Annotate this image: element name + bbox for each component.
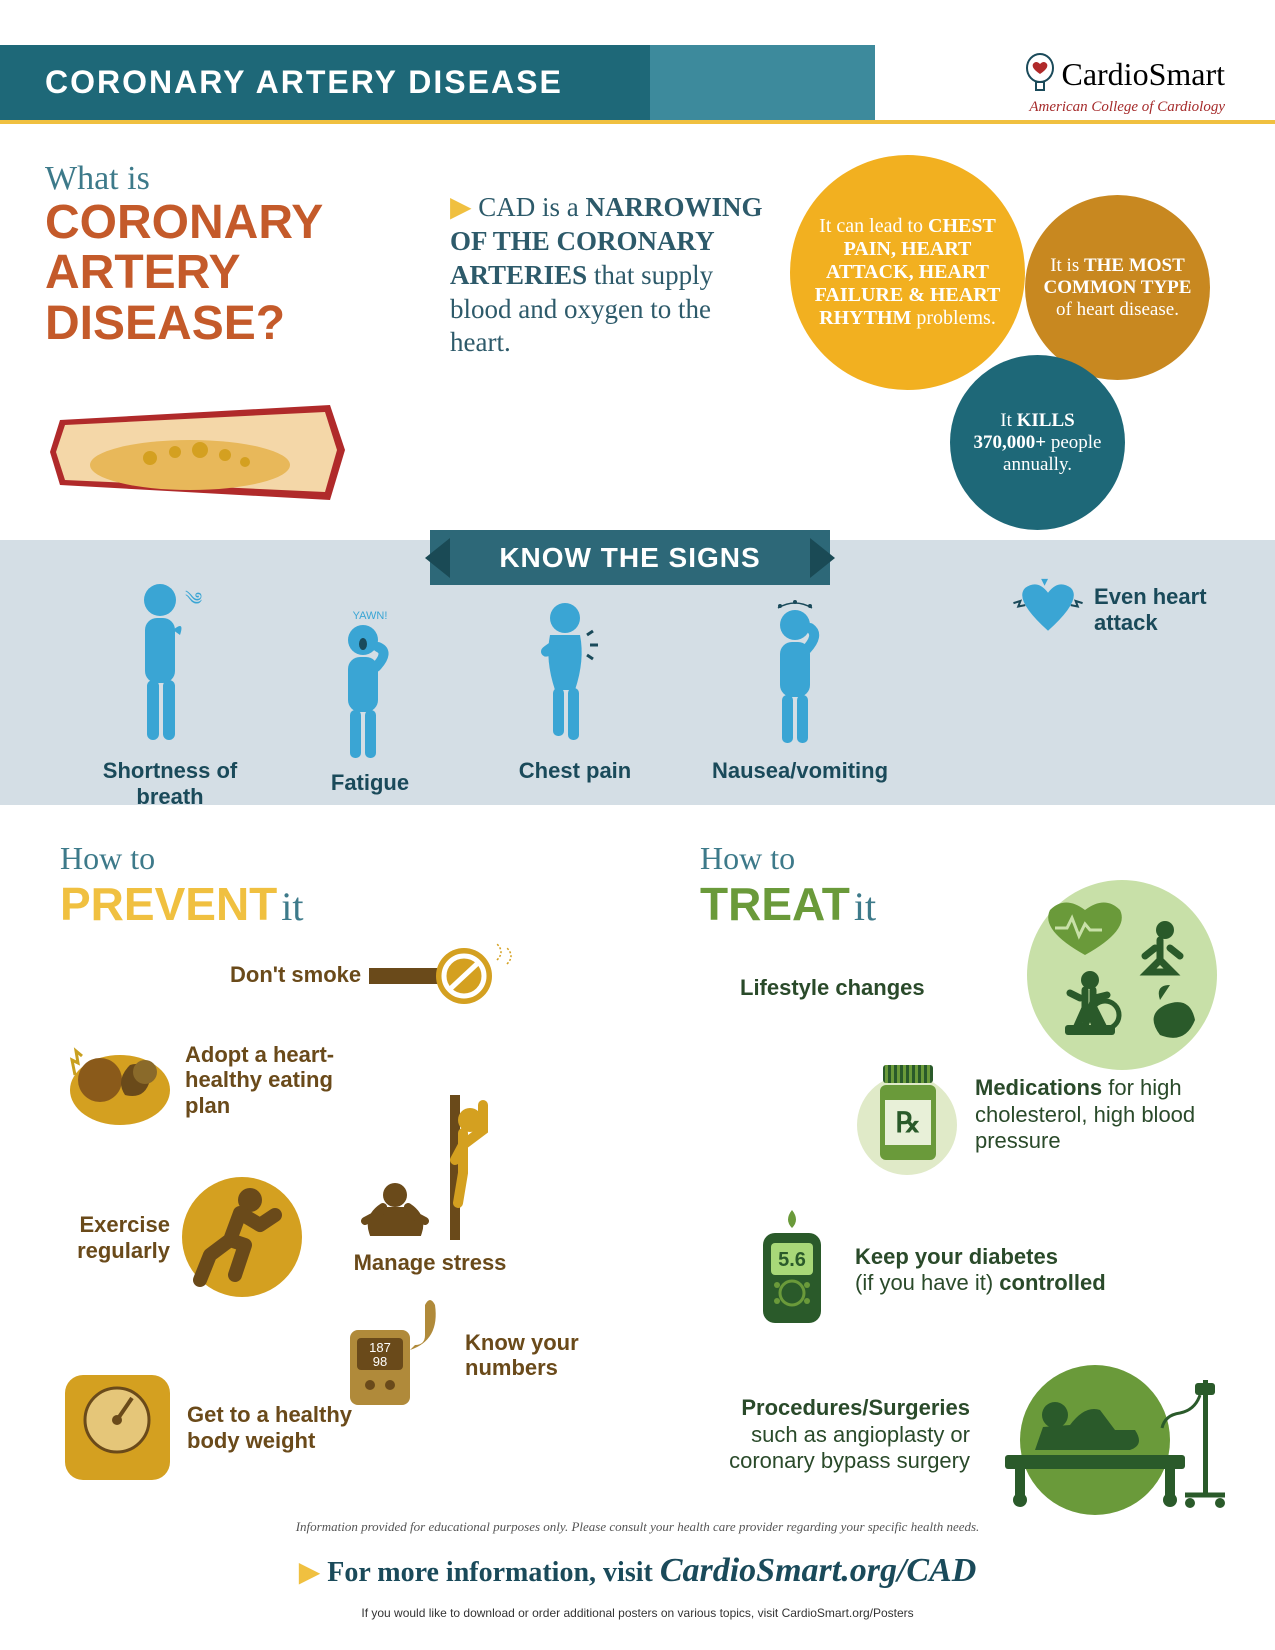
person-dizzy-icon	[750, 600, 850, 750]
fact-circle-chestpain: It can lead to CHEST PAIN, HEART ATTACK,…	[790, 155, 1025, 390]
footer-link: ▶ For more information, visit CardioSmar…	[0, 1552, 1275, 1590]
treat-diabetes-label: Keep your diabetes(if you have it) contr…	[855, 1244, 1135, 1297]
prevent-title: PREVENT	[60, 878, 277, 930]
svg-text:187: 187	[369, 1340, 391, 1355]
footer-small: If you would like to download or order a…	[0, 1606, 1275, 1620]
footer-url: CardioSmart.org/CAD	[660, 1552, 976, 1589]
sign-shortness: ༄ Shortness of breath	[70, 580, 270, 810]
intro-title: CORONARY ARTERY DISEASE?	[45, 198, 395, 349]
def-prefix: CAD is a	[478, 192, 579, 222]
yoga-icon	[345, 1095, 515, 1245]
prevent-label: Adopt a heart-healthy eating plan	[185, 1042, 365, 1118]
heart-shock-icon	[1010, 560, 1086, 660]
person-breath-icon: ༄	[125, 580, 215, 750]
treat-lifestyle-label: Lifestyle changes	[740, 975, 925, 1001]
treat-title: TREAT	[700, 878, 850, 930]
arrow-icon: ▶	[299, 1557, 321, 1588]
prevent-exercise: Exercise regularly	[60, 1175, 305, 1300]
prevent-section: How to PREVENT it	[60, 840, 640, 931]
running-icon	[180, 1175, 305, 1300]
header-title: CORONARY ARTERY DISEASE	[45, 64, 563, 101]
surgery-icon	[985, 1355, 1235, 1515]
prevent-suffix: it	[281, 884, 303, 929]
prevent-label: Know your numbers	[465, 1330, 595, 1381]
prevent-stress: Manage stress	[345, 1095, 515, 1275]
logo-subtext: American College of Cardiology	[910, 99, 1225, 116]
svg-text:༄: ༄	[185, 589, 202, 609]
treat-lifestyle	[1010, 870, 1235, 1075]
intro-block: What is CORONARY ARTERY DISEASE?	[45, 160, 395, 349]
prevent-numbers: 18798 Know your numbers	[345, 1290, 595, 1420]
sign-label: Fatigue	[295, 770, 445, 796]
sign-label: Nausea/vomiting	[690, 758, 910, 784]
treat-meds: ℞ Medications for high cholesterol, high…	[855, 1050, 1205, 1180]
header-underline	[0, 120, 1275, 124]
svg-text:98: 98	[373, 1354, 387, 1369]
lightbulb-heart-icon	[1023, 50, 1057, 99]
no-smoke-icon	[369, 940, 519, 1010]
prevent-lead: How to	[60, 840, 155, 876]
sign-label: Even heart attack	[1094, 584, 1220, 636]
treat-lead: How to	[700, 840, 795, 876]
rx-bottle-icon: ℞	[855, 1050, 960, 1180]
intro-lead: What is	[45, 160, 395, 198]
definition-text: ▶ CAD is a NARROWING OF THE CORONARY ART…	[450, 190, 770, 360]
prevent-label: Don't smoke	[230, 962, 361, 987]
header-extend	[650, 45, 875, 120]
scale-icon	[60, 1370, 175, 1485]
sign-heartattack: Even heart attack	[1010, 560, 1220, 660]
person-chestpain-icon	[525, 600, 625, 750]
sign-label: Chest pain	[490, 758, 660, 784]
arrow-icon: ▶	[450, 192, 472, 223]
prevent-weight: Get to a healthy body weight	[60, 1370, 367, 1485]
signs-banner: KNOW THE SIGNS	[430, 530, 830, 585]
logo: CardioSmart American College of Cardiolo…	[910, 50, 1225, 116]
sign-nausea: Nausea/vomiting	[690, 600, 910, 784]
svg-text:℞: ℞	[895, 1107, 920, 1138]
prevent-eating: Adopt a heart-healthy eating plan	[60, 1030, 380, 1130]
header-bar: CORONARY ARTERY DISEASE	[0, 45, 650, 120]
treat-proc-label: Procedures/Surgeriessuch as angioplasty …	[700, 1395, 970, 1474]
treat-meds-label: Medications for high cholesterol, high b…	[975, 1075, 1205, 1154]
disclaimer: Information provided for educational pur…	[0, 1519, 1275, 1535]
svg-text:5.6: 5.6	[778, 1249, 806, 1271]
person-yawn-icon	[328, 622, 413, 762]
artery-icon	[50, 400, 350, 510]
sign-fatigue: YAWN! Fatigue	[295, 610, 445, 796]
yawn-text: YAWN!	[295, 610, 445, 622]
footer-lead: For more information, visit	[327, 1557, 653, 1588]
sign-label: Shortness of breath	[70, 758, 270, 810]
treat-procedures: Procedures/Surgeriessuch as angioplasty …	[700, 1355, 1235, 1515]
logo-brand: CardioSmart	[1061, 56, 1225, 93]
lifestyle-icon	[1010, 870, 1235, 1070]
prevent-label: Manage stress	[345, 1250, 515, 1275]
prevent-smoke: Don't smoke	[230, 940, 519, 1010]
healthy-food-icon	[60, 1030, 175, 1130]
sign-chestpain: Chest pain	[490, 600, 660, 784]
treat-diabetes: 5.6 Keep your diabetes(if you have it) c…	[745, 1205, 1135, 1335]
prevent-label: Get to a healthy body weight	[187, 1402, 367, 1453]
fact-circle-kills: It KILLS 370,000+ people annually.	[950, 355, 1125, 530]
prevent-label: Exercise regularly	[60, 1212, 170, 1263]
treat-suffix: it	[854, 884, 876, 929]
fact-circle-common: It is THE MOST COMMON TYPE of heart dise…	[1025, 195, 1210, 380]
glucose-meter-icon: 5.6	[745, 1205, 840, 1335]
